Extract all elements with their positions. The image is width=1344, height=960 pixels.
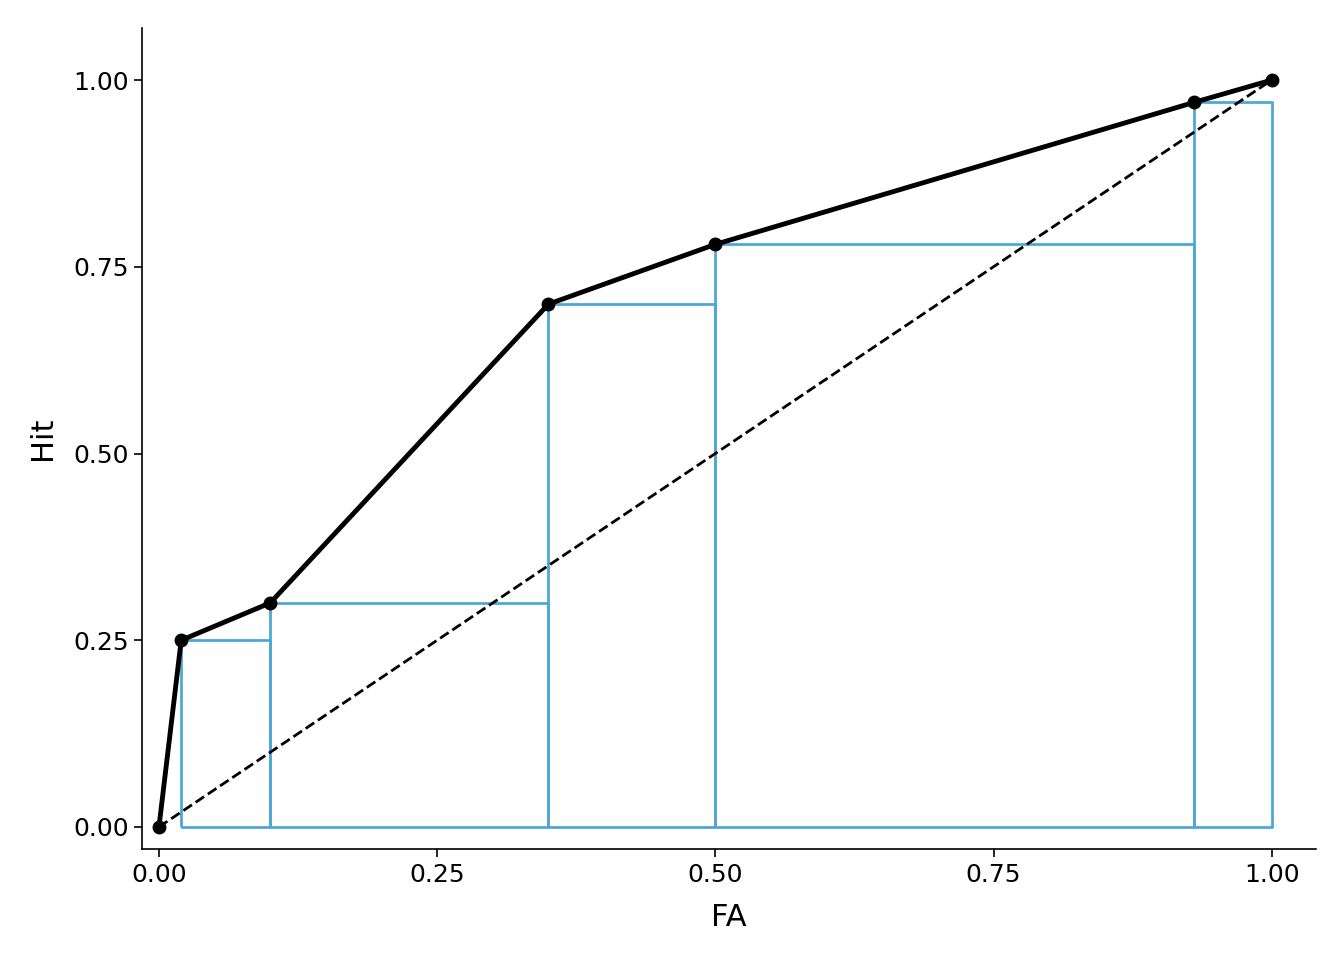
X-axis label: FA: FA: [711, 903, 747, 932]
Y-axis label: Hit: Hit: [28, 417, 56, 460]
